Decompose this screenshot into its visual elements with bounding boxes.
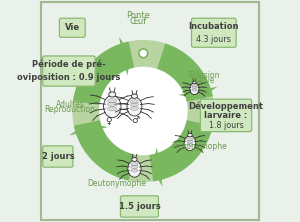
Ellipse shape — [132, 158, 137, 161]
Ellipse shape — [192, 87, 197, 89]
FancyBboxPatch shape — [200, 99, 252, 132]
Ellipse shape — [131, 169, 138, 172]
Text: Ponte: Ponte — [126, 11, 150, 20]
Ellipse shape — [184, 136, 196, 151]
Ellipse shape — [131, 94, 137, 98]
Polygon shape — [157, 44, 213, 102]
FancyBboxPatch shape — [43, 146, 73, 167]
Text: Deutonymophe: Deutonymophe — [87, 179, 146, 188]
Text: Adultes: Adultes — [56, 100, 85, 109]
FancyBboxPatch shape — [43, 56, 95, 86]
Ellipse shape — [131, 165, 138, 168]
Ellipse shape — [187, 140, 193, 143]
FancyBboxPatch shape — [121, 196, 158, 217]
Text: Œuf: Œuf — [129, 17, 146, 26]
Text: ♀: ♀ — [106, 117, 112, 125]
Ellipse shape — [108, 107, 117, 111]
Polygon shape — [73, 42, 134, 105]
Polygon shape — [69, 123, 108, 135]
Text: Larve: Larve — [194, 76, 215, 85]
Ellipse shape — [127, 97, 142, 116]
FancyBboxPatch shape — [191, 18, 236, 47]
Ellipse shape — [192, 89, 197, 91]
Polygon shape — [152, 147, 163, 187]
Polygon shape — [178, 87, 218, 99]
FancyBboxPatch shape — [41, 2, 259, 220]
Text: 1.8 jours: 1.8 jours — [209, 121, 243, 130]
Ellipse shape — [188, 133, 192, 137]
Text: Protonymophe: Protonymophe — [171, 142, 227, 151]
FancyBboxPatch shape — [59, 18, 85, 37]
Ellipse shape — [187, 143, 193, 146]
Circle shape — [139, 49, 148, 58]
Text: ♂: ♂ — [131, 117, 139, 125]
Text: Reproduction: Reproduction — [45, 105, 96, 114]
Text: Développement: Développement — [188, 101, 263, 111]
Text: 1.5 jours: 1.5 jours — [118, 202, 160, 211]
Ellipse shape — [130, 103, 139, 106]
Text: oviposition : 0.9 jours: oviposition : 0.9 jours — [17, 73, 121, 82]
Ellipse shape — [130, 107, 139, 110]
Text: 4.3 jours: 4.3 jours — [196, 35, 231, 44]
Ellipse shape — [103, 95, 121, 118]
Ellipse shape — [108, 99, 117, 103]
Circle shape — [100, 68, 187, 154]
Ellipse shape — [193, 81, 196, 84]
Polygon shape — [119, 37, 131, 76]
Polygon shape — [149, 120, 213, 181]
Ellipse shape — [109, 92, 116, 97]
Text: Incubation: Incubation — [189, 22, 239, 31]
Ellipse shape — [131, 163, 138, 166]
Text: larvaire :: larvaire : — [204, 111, 248, 120]
Ellipse shape — [128, 160, 141, 177]
Ellipse shape — [108, 102, 117, 106]
Text: 2 jours: 2 jours — [42, 152, 74, 161]
Text: Période de pré-: Période de pré- — [32, 60, 106, 69]
Ellipse shape — [130, 100, 139, 103]
Polygon shape — [74, 120, 134, 180]
Text: Vie: Vie — [65, 23, 80, 32]
Polygon shape — [72, 40, 214, 182]
Text: Eclosion: Eclosion — [189, 71, 220, 80]
Ellipse shape — [192, 85, 197, 87]
Ellipse shape — [190, 83, 199, 95]
Ellipse shape — [187, 138, 193, 141]
